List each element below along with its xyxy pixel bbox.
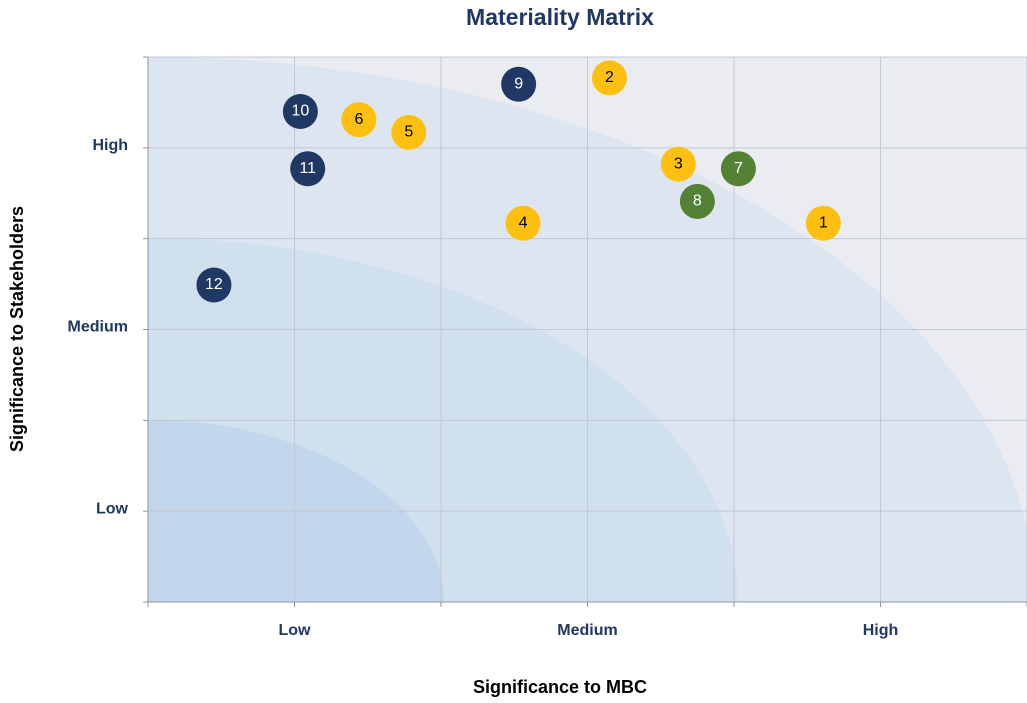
y-tick-label: Medium xyxy=(68,319,128,336)
point xyxy=(720,151,756,187)
chart-title: Materiality Matrix xyxy=(466,4,654,30)
point-label: 9 xyxy=(514,75,523,92)
point xyxy=(591,60,627,96)
point-label: 5 xyxy=(404,124,413,141)
point xyxy=(660,146,696,182)
x-tick-label: High xyxy=(863,622,899,639)
point-label: 8 xyxy=(693,193,702,210)
y-tick-label: High xyxy=(92,137,128,154)
point-label: 12 xyxy=(205,276,223,293)
point xyxy=(196,267,232,303)
point-label: 1 xyxy=(819,214,828,231)
point xyxy=(341,102,377,138)
point xyxy=(805,205,841,241)
x-tick-label: Low xyxy=(279,622,312,639)
point-label: 10 xyxy=(291,103,309,120)
point-label: 2 xyxy=(605,69,614,86)
point-label: 4 xyxy=(519,214,528,231)
point xyxy=(679,183,715,219)
point-label: 7 xyxy=(734,160,743,177)
point xyxy=(501,66,537,102)
point xyxy=(282,94,318,129)
grid xyxy=(143,56,1027,607)
x-tick-label: Medium xyxy=(557,622,617,639)
x-axis-title: Significance to MBC xyxy=(473,677,647,697)
point xyxy=(505,205,541,241)
point-label: 11 xyxy=(299,160,316,177)
point xyxy=(391,114,427,150)
point xyxy=(290,151,326,187)
point-label: 6 xyxy=(355,111,364,128)
y-axis-title: Significance to Stakeholders xyxy=(7,206,27,452)
point-label: 3 xyxy=(674,155,683,172)
y-tick-label: Low xyxy=(96,500,129,517)
